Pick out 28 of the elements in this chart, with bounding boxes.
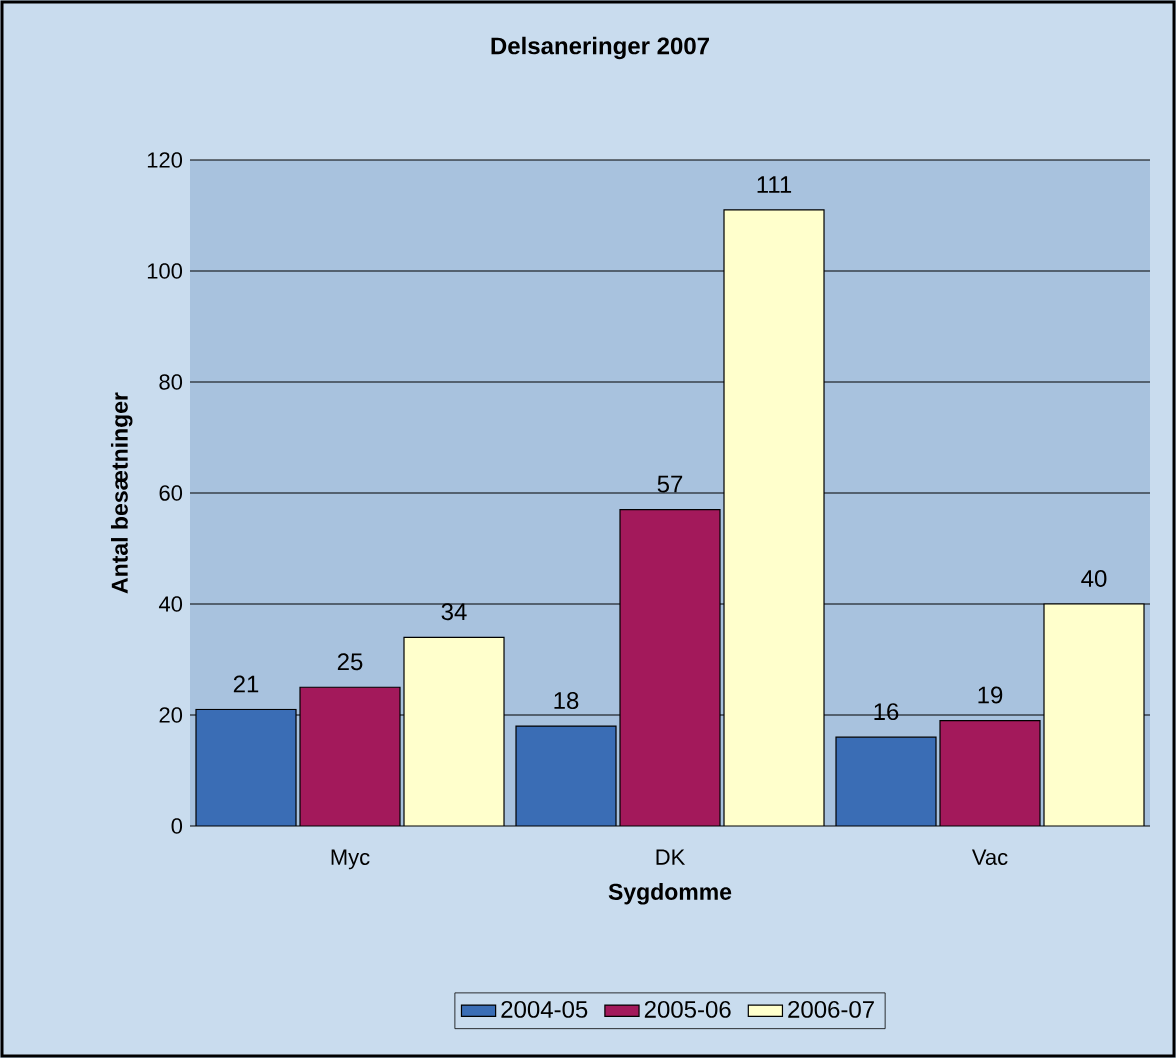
data-label: 21	[233, 675, 259, 693]
bar	[1043, 603, 1145, 826]
data-label: 34	[441, 603, 467, 621]
legend-label: 2004-05	[501, 1000, 588, 1018]
legend-label: 2005-06	[644, 1000, 731, 1018]
data-label: 57	[657, 475, 683, 493]
data-label: 19	[978, 686, 1003, 704]
data-label: 25	[337, 653, 363, 671]
chart-title: Delsaneringer 2007	[491, 36, 709, 60]
data-label: 40	[1081, 569, 1107, 587]
y-tick-label: 0	[171, 818, 183, 834]
y-tick-label: 120	[147, 152, 183, 168]
bar	[723, 209, 825, 826]
y-tick-label: 100	[147, 263, 183, 279]
y-tick-label: 60	[159, 485, 183, 501]
bar	[403, 636, 505, 826]
y-tick-label: 80	[159, 374, 183, 390]
y-axis-title: Antal besætninger	[110, 392, 133, 594]
legend-label: 2006-07	[788, 1000, 874, 1018]
x-tick-label: Myc	[331, 849, 370, 870]
x-tick-label: DK	[656, 849, 686, 865]
y-tick-label: 20	[159, 707, 183, 723]
data-label: 111	[757, 176, 792, 193]
x-tick-label: Vac	[971, 849, 1008, 865]
data-label: 18	[554, 692, 579, 709]
x-axis-title: Sygdomme	[608, 883, 732, 905]
y-tick-label: 40	[158, 596, 183, 612]
data-label: 16	[874, 703, 899, 721]
